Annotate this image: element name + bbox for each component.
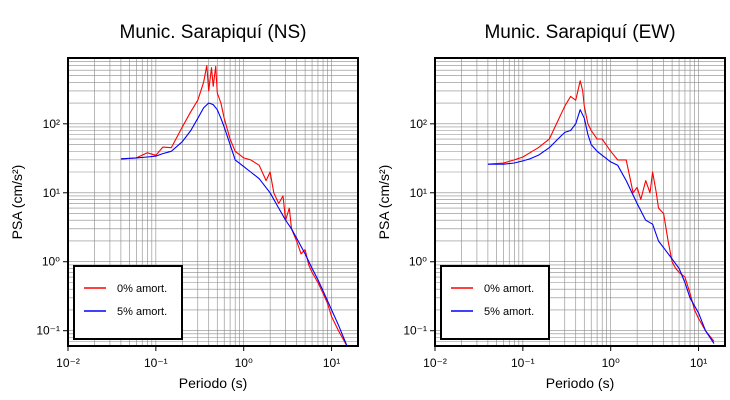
- legend-label-0: 0% amort.: [484, 283, 534, 295]
- x-tick-label: 10⁰: [602, 356, 620, 370]
- x-tick-label: 10⁻²: [56, 356, 80, 370]
- y-tick-label: 10⁻¹: [36, 324, 60, 338]
- x-axis-label: Periodo (s): [179, 375, 247, 391]
- y-tick-label: 10⁰: [409, 255, 427, 269]
- x-tick-label: 10¹: [323, 356, 340, 370]
- legend-label-0: 0% amort.: [117, 283, 167, 295]
- x-axis-label: Periodo (s): [546, 375, 614, 391]
- legend: 0% amort. 5% amort.: [440, 265, 550, 340]
- y-axis-label: PSA (cm/s²): [376, 165, 392, 240]
- legend-label-1: 5% amort.: [484, 306, 534, 318]
- x-tick-label: 10⁻¹: [511, 356, 535, 370]
- grid: [67, 57, 359, 347]
- series-line-undamped: [120, 64, 348, 347]
- series-line-undamped: [487, 80, 715, 342]
- series-line-damped: [120, 102, 348, 347]
- y-tick-label: 10⁻¹: [403, 324, 427, 338]
- legend-box: [440, 265, 550, 340]
- y-tick-label: 10²: [43, 117, 60, 131]
- legend-label-1: 5% amort.: [117, 306, 167, 318]
- chart-title: Munic. Sarapiquí (EW): [484, 22, 675, 43]
- y-tick-label: 10⁰: [42, 255, 60, 269]
- legend: 0% amort. 5% amort.: [73, 265, 183, 340]
- y-tick-label: 10¹: [43, 186, 60, 200]
- x-tick-label: 10⁰: [235, 356, 253, 370]
- chart-title: Munic. Sarapiquí (NS): [120, 22, 307, 43]
- chart-panel-0: 10⁻² 10⁻¹ 10⁰ 10¹ 10⁻¹ 10⁰ 10¹ 10² Munic. Sarapi…: [9, 22, 359, 391]
- x-tick-label: 10⁻²: [423, 356, 447, 370]
- x-tick-label: 10¹: [690, 356, 707, 370]
- y-tick-label: 10²: [410, 117, 427, 131]
- legend-box: [73, 265, 183, 340]
- series-line-damped: [487, 109, 715, 344]
- y-axis-label: PSA (cm/s²): [9, 165, 25, 240]
- chart-panel-1: 10⁻² 10⁻¹ 10⁰ 10¹ 10⁻¹ 10⁰ 10¹ 10² Munic. Sarapi…: [376, 22, 726, 391]
- x-tick-label: 10⁻¹: [144, 356, 168, 370]
- plot-frame: [434, 57, 726, 347]
- plot-frame: [67, 57, 359, 347]
- y-tick-label: 10¹: [410, 186, 427, 200]
